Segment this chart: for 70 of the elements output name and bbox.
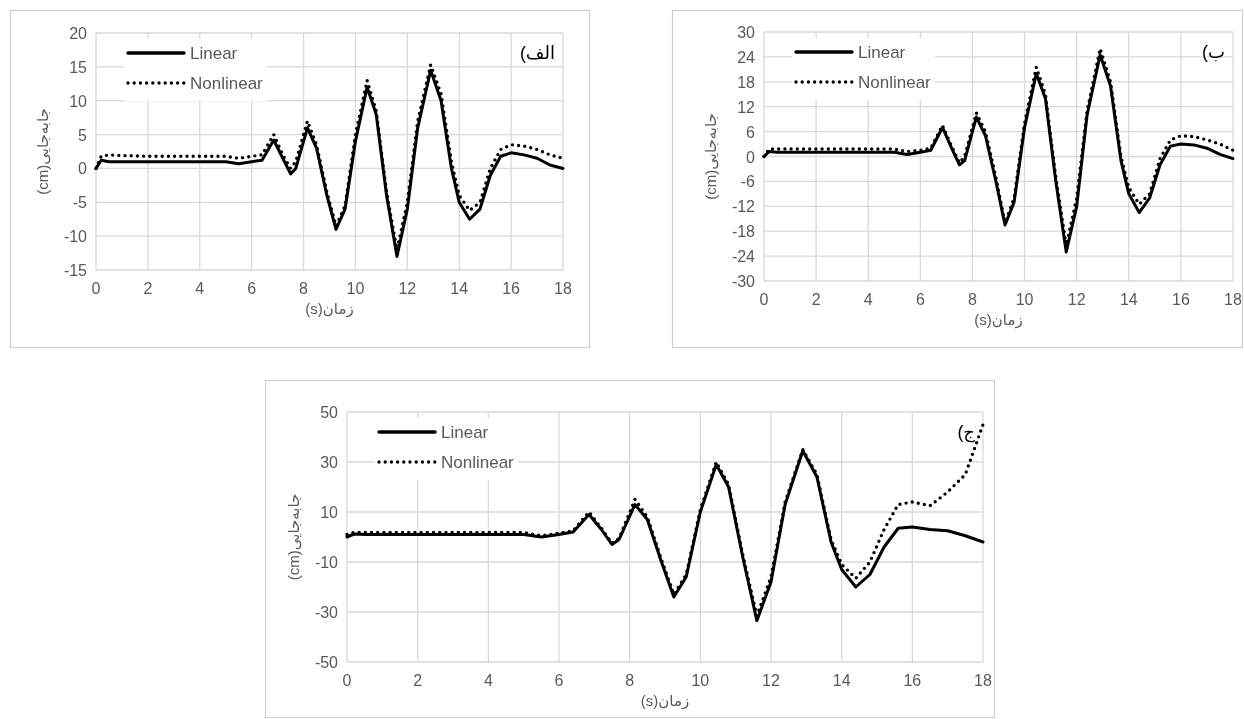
y-tick-label: -6 xyxy=(740,173,756,191)
y-tick-label: -12 xyxy=(731,198,756,216)
x-tick-label: 8 xyxy=(299,280,309,297)
y-tick-label: 18 xyxy=(737,73,756,91)
x-tick-label: 16 xyxy=(502,280,521,297)
x-tick-label: 2 xyxy=(413,672,423,689)
x-tick-label: 2 xyxy=(811,291,821,308)
y-tick-label: -10 xyxy=(63,228,88,246)
x-tick-label: 18 xyxy=(974,672,992,689)
annotation: ب) xyxy=(1202,42,1225,62)
x-axis-title: زمان(s) xyxy=(974,311,1023,329)
y-tick-label: -15 xyxy=(63,262,88,279)
x-tick-label: 0 xyxy=(91,280,101,297)
y-tick-label: 50 xyxy=(320,404,339,421)
x-tick-label: 14 xyxy=(1119,291,1138,308)
y-tick-label: -10 xyxy=(314,554,339,571)
y-tick-label: -50 xyxy=(314,654,339,671)
x-tick-label: 12 xyxy=(1067,291,1086,308)
annotation: ج) xyxy=(957,422,976,443)
y-tick-label: 30 xyxy=(737,24,756,41)
y-tick-label: 12 xyxy=(737,98,756,116)
legend-label: Nonlinear xyxy=(190,74,264,93)
x-tick-label: 12 xyxy=(762,672,780,689)
x-tick-label: 10 xyxy=(691,672,710,689)
x-tick-label: 2 xyxy=(143,280,153,297)
x-axis-title: زمان(s) xyxy=(640,692,690,710)
y-tick-label: 20 xyxy=(69,25,88,42)
x-tick-label: 6 xyxy=(915,291,925,308)
y-axis-title: جابه‌جایی(cm) xyxy=(34,108,51,195)
y-axis-title: جابه‌جایی(cm) xyxy=(702,113,719,200)
legend-label: Linear xyxy=(858,43,906,62)
y-tick-label: -18 xyxy=(731,223,756,241)
y-tick-label: 10 xyxy=(69,92,88,110)
x-tick-label: 8 xyxy=(625,672,635,689)
y-tick-label: -30 xyxy=(314,604,339,621)
annotation: الف) xyxy=(519,43,555,63)
x-tick-label: 18 xyxy=(1224,291,1242,308)
x-tick-label: 6 xyxy=(247,280,257,297)
legend-label: Linear xyxy=(441,423,489,442)
x-tick-label: 16 xyxy=(1171,291,1190,308)
y-tick-label: 24 xyxy=(737,48,756,66)
legend-label: Linear xyxy=(190,44,238,63)
y-tick-label: 0 xyxy=(746,148,756,166)
x-tick-label: 0 xyxy=(759,291,769,308)
x-tick-label: 4 xyxy=(195,280,205,297)
legend-label: Nonlinear xyxy=(858,73,932,92)
x-tick-label: 10 xyxy=(1015,291,1034,308)
legend-label: Nonlinear xyxy=(441,453,515,472)
x-tick-label: 10 xyxy=(346,280,365,297)
y-tick-label: 10 xyxy=(320,504,339,521)
x-tick-label: 14 xyxy=(832,672,851,689)
y-tick-label: 15 xyxy=(69,58,88,76)
x-tick-label: 4 xyxy=(483,672,493,689)
x-axis-title: زمان(s) xyxy=(305,300,354,318)
y-tick-label: -30 xyxy=(731,273,756,290)
y-tick-label: 30 xyxy=(320,454,339,471)
y-tick-label: 0 xyxy=(78,160,88,178)
x-tick-label: 6 xyxy=(554,672,564,689)
y-tick-label: 6 xyxy=(746,123,756,141)
x-tick-label: 16 xyxy=(903,672,922,689)
y-tick-label: -24 xyxy=(731,248,756,266)
x-tick-label: 0 xyxy=(342,672,352,689)
x-tick-label: 12 xyxy=(398,280,417,297)
y-axis-title: جابه‌جایی(cm) xyxy=(285,493,302,581)
y-tick-label: 5 xyxy=(78,126,88,144)
x-tick-label: 14 xyxy=(450,280,469,297)
x-tick-label: 18 xyxy=(554,280,572,297)
x-tick-label: 8 xyxy=(967,291,977,308)
y-tick-label: -5 xyxy=(72,194,88,212)
x-tick-label: 4 xyxy=(863,291,873,308)
